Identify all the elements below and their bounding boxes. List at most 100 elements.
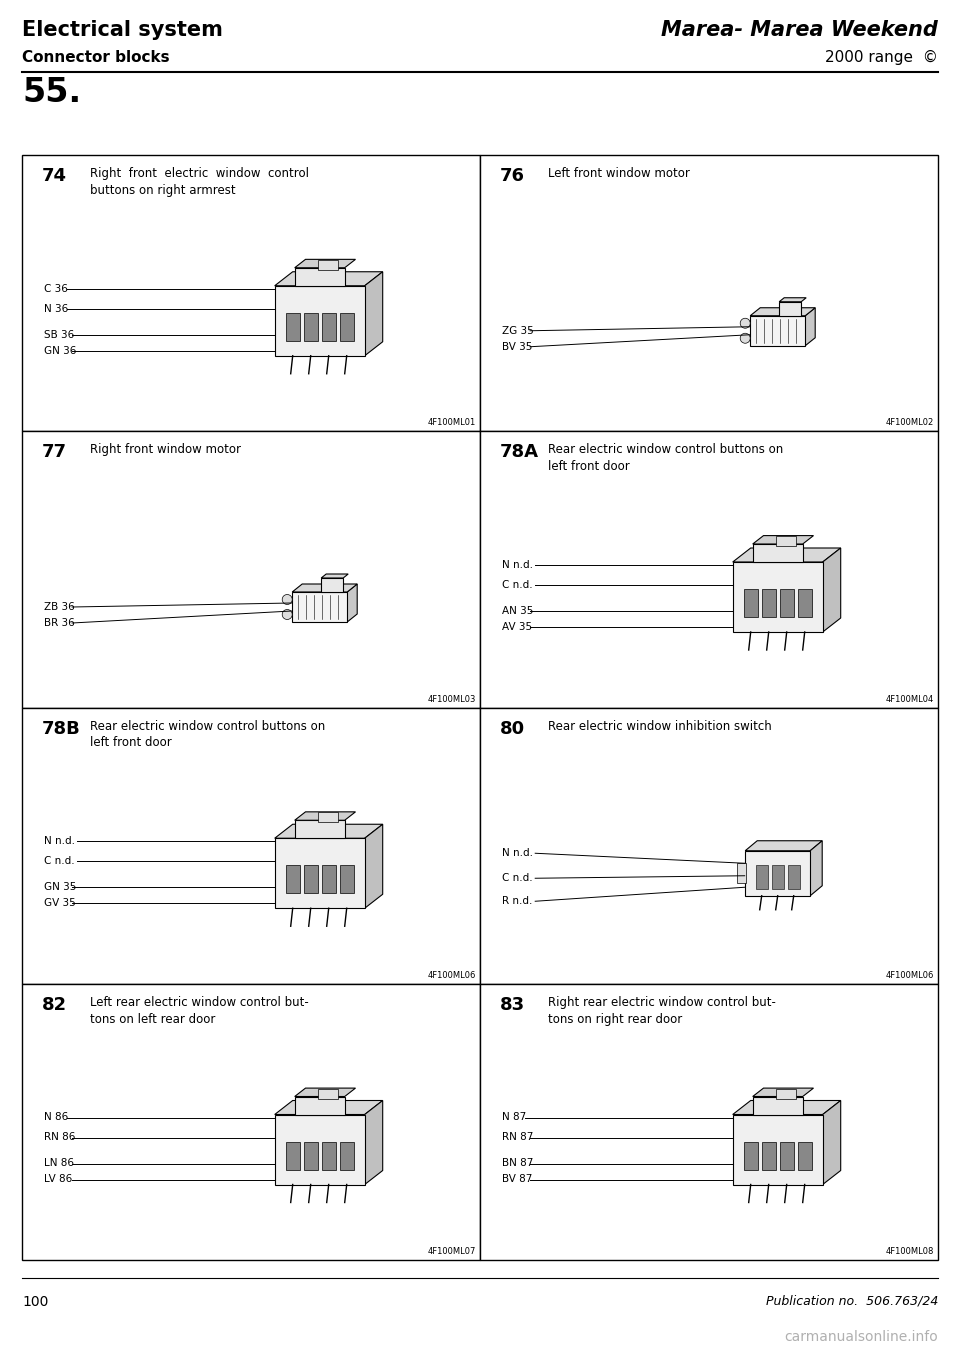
Polygon shape [732,1101,841,1114]
Bar [295,268,345,285]
Bar [322,579,344,592]
Text: N n.d.: N n.d. [502,848,533,859]
Text: GN 35: GN 35 [44,883,77,892]
Polygon shape [732,562,823,631]
Text: GV 35: GV 35 [44,898,76,909]
Text: Left front window motor: Left front window motor [548,168,690,180]
Text: ZG 35: ZG 35 [502,326,534,335]
Text: 82: 82 [42,996,67,1014]
Bar [780,1141,794,1169]
Bar [761,1141,776,1169]
Polygon shape [805,308,815,346]
Bar [303,1141,318,1169]
Bar [286,865,300,894]
Text: 4F100ML06: 4F100ML06 [427,971,476,980]
Polygon shape [275,1101,383,1114]
Polygon shape [753,535,813,544]
Bar [318,813,338,822]
Text: Right front window motor: Right front window motor [90,443,241,456]
Text: RN 87: RN 87 [502,1133,534,1142]
Polygon shape [745,841,822,850]
Bar [322,1141,336,1169]
Bar [480,431,938,707]
Polygon shape [780,297,806,301]
Polygon shape [348,584,357,622]
Polygon shape [732,1114,823,1184]
Bar [750,316,805,346]
Bar [303,865,318,894]
Text: R n.d.: R n.d. [502,896,533,906]
Text: 4F100ML02: 4F100ML02 [886,418,934,427]
Bar [292,592,348,622]
Text: 83: 83 [500,996,525,1014]
Text: carmanualsonline.info: carmanualsonline.info [784,1330,938,1344]
Bar [322,312,336,341]
Bar [776,535,796,546]
Text: Right  front  electric  window  control
buttons on right armrest: Right front electric window control butt… [90,168,309,197]
Text: Rear electric window control buttons on
left front door: Rear electric window control buttons on … [90,719,325,749]
Bar [322,865,336,894]
Text: 78A: 78A [500,443,539,461]
Bar [798,1141,812,1169]
Text: N n.d.: N n.d. [44,837,75,846]
Polygon shape [295,811,355,821]
Bar [295,1096,345,1114]
Bar [286,312,300,341]
Text: 4F100ML04: 4F100ML04 [886,695,934,703]
Text: 77: 77 [42,443,67,461]
Text: N n.d.: N n.d. [502,560,533,571]
Polygon shape [365,825,383,909]
Circle shape [740,318,750,329]
Text: AV 35: AV 35 [502,622,532,631]
Bar [22,155,480,431]
Bar [303,312,318,341]
Text: C n.d.: C n.d. [44,856,75,867]
Polygon shape [365,1101,383,1184]
Bar [340,865,353,894]
Polygon shape [275,1114,365,1184]
Bar [480,984,938,1260]
Text: 4F100ML08: 4F100ML08 [886,1247,934,1256]
Text: Electrical system: Electrical system [22,20,223,41]
Bar [480,707,938,984]
Text: LV 86: LV 86 [44,1175,72,1184]
Polygon shape [365,272,383,356]
Text: 74: 74 [42,168,67,185]
Bar [798,589,812,617]
Bar [318,260,338,270]
Text: 4F100ML03: 4F100ML03 [427,695,476,703]
Text: GN 36: GN 36 [44,346,77,356]
Polygon shape [823,1101,841,1184]
Polygon shape [275,825,383,838]
Bar [780,589,794,617]
Text: Marea- Marea Weekend: Marea- Marea Weekend [661,20,938,41]
Text: SB 36: SB 36 [44,330,74,339]
Bar [744,1141,757,1169]
Text: Rear electric window control buttons on
left front door: Rear electric window control buttons on … [548,443,783,473]
Bar [22,707,480,984]
Text: Right rear electric window control but-
tons on right rear door: Right rear electric window control but- … [548,996,776,1026]
Bar [753,544,803,562]
Text: C n.d.: C n.d. [502,580,533,589]
Circle shape [282,595,292,604]
Text: 76: 76 [500,168,525,185]
Bar [776,1088,796,1098]
Text: 2000 range  ©: 2000 range © [825,50,938,65]
Text: BN 87: BN 87 [502,1159,534,1168]
Polygon shape [823,548,841,631]
Polygon shape [275,285,365,356]
Bar [753,1096,803,1114]
Bar [788,865,800,890]
Text: BV 87: BV 87 [502,1175,533,1184]
Polygon shape [292,584,357,592]
Text: ZB 36: ZB 36 [44,602,75,612]
Bar [318,1088,338,1098]
Polygon shape [295,1088,355,1096]
Text: RN 86: RN 86 [44,1133,76,1142]
Bar [340,312,353,341]
Bar [761,589,776,617]
Text: 100: 100 [22,1295,48,1309]
Bar [295,821,345,838]
Text: N 87: N 87 [502,1113,526,1122]
Text: C n.d.: C n.d. [502,873,533,883]
